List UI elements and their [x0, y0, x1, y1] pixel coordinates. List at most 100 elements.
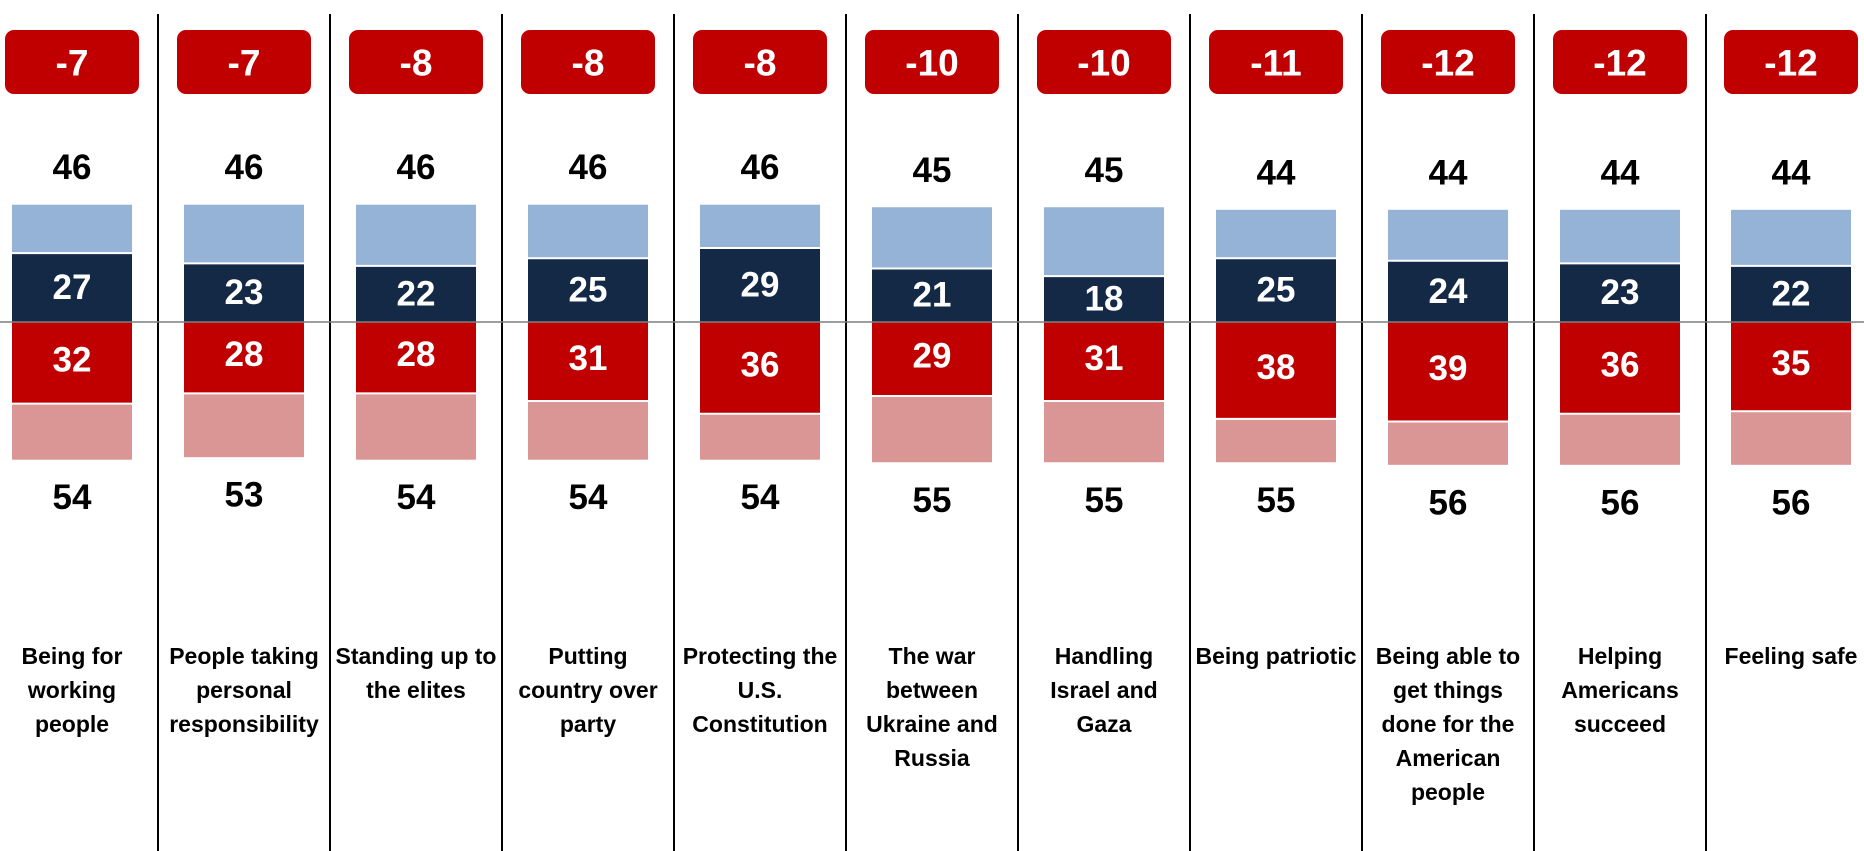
data-label-bottom-inner: 38 [1257, 348, 1296, 387]
bar-segment-bottom-outer [1216, 418, 1336, 463]
net-badge-label: -12 [1421, 43, 1474, 84]
bar-segment-bottom-outer [528, 401, 648, 460]
net-badge [349, 30, 483, 94]
category-label: party [560, 711, 616, 737]
category-label: succeed [1574, 711, 1666, 737]
bar-segment-top-inner [184, 263, 304, 322]
category-label: the elites [366, 677, 466, 703]
data-label-bottom-total: 54 [569, 478, 608, 517]
net-badge-label: -8 [572, 43, 605, 84]
data-label-bottom-inner: 35 [1772, 344, 1811, 383]
data-label-bottom-inner: 39 [1429, 349, 1468, 388]
category-label: people [35, 711, 109, 737]
data-label-top-total: 46 [225, 148, 264, 187]
bar-segment-top-inner [1731, 265, 1851, 322]
category-label: The war [889, 643, 976, 669]
bar-segment-bottom-inner [700, 322, 820, 414]
bar-segment-top-outer [1560, 209, 1680, 264]
net-badge-label: -10 [905, 43, 958, 84]
bar-segment-top-inner [528, 258, 648, 322]
data-label-top-total: 44 [1601, 153, 1640, 192]
bar-segment-top-outer [1044, 207, 1164, 277]
category-label: between [886, 677, 978, 703]
bar-segment-top-inner [1216, 258, 1336, 322]
category-label: Putting [548, 643, 627, 669]
bar-segment-bottom-outer [1560, 413, 1680, 465]
bar-segment-top-inner [700, 248, 820, 322]
data-label-top-inner: 22 [1772, 274, 1811, 313]
net-badge [1209, 30, 1343, 94]
net-badge-label: -8 [400, 43, 433, 84]
net-badge-label: -7 [228, 43, 261, 84]
bar-segment-top-inner [872, 268, 992, 322]
category-label: responsibility [169, 711, 319, 737]
bar-segment-top-outer [528, 204, 648, 259]
data-label-bottom-total: 54 [53, 478, 92, 517]
data-label-top-total: 46 [569, 148, 608, 187]
data-label-bottom-total: 56 [1772, 483, 1811, 522]
category-label: Handling [1055, 643, 1153, 669]
data-label-top-inner: 25 [569, 271, 608, 310]
data-label-bottom-total: 55 [913, 481, 952, 520]
category-label: American [1396, 745, 1501, 771]
category-label: Being able to [1376, 643, 1520, 669]
data-label-top-total: 46 [397, 148, 436, 187]
category-label: Standing up to [336, 643, 497, 669]
data-label-top-total: 46 [53, 148, 92, 187]
bar-segment-top-inner [1044, 276, 1164, 322]
data-label-top-inner: 23 [225, 273, 264, 312]
net-badge [521, 30, 655, 94]
data-label-bottom-total: 53 [225, 476, 264, 515]
net-badge [177, 30, 311, 94]
data-label-bottom-total: 56 [1429, 483, 1468, 522]
bar-segment-bottom-outer [356, 393, 476, 460]
category-label: personal [196, 677, 292, 703]
net-badge [1381, 30, 1515, 94]
category-label: get things [1393, 677, 1503, 703]
data-label-top-inner: 23 [1601, 273, 1640, 312]
data-label-top-inner: 29 [741, 266, 780, 305]
category-label: Gaza [1077, 711, 1132, 737]
data-label-top-total: 45 [1085, 151, 1124, 190]
bar-segment-bottom-inner [528, 322, 648, 402]
data-label-top-inner: 18 [1085, 280, 1124, 319]
data-label-top-total: 45 [913, 151, 952, 190]
net-badge [5, 30, 139, 94]
category-label: Feeling safe [1725, 643, 1858, 669]
bar-segment-bottom-inner [1216, 322, 1336, 419]
bar-segment-bottom-outer [1044, 401, 1164, 463]
bar-segment-top-outer [184, 204, 304, 264]
data-label-bottom-total: 55 [1257, 481, 1296, 520]
net-badge [865, 30, 999, 94]
category-label: Ukraine and [866, 711, 998, 737]
net-badge-label: -7 [56, 43, 89, 84]
bar-segment-top-outer [872, 207, 992, 269]
data-label-top-inner: 21 [913, 276, 952, 315]
net-badge [1724, 30, 1858, 94]
bar-segment-bottom-outer [12, 403, 132, 460]
bar-segment-bottom-inner [872, 322, 992, 396]
data-label-top-total: 44 [1429, 153, 1468, 192]
bar-segment-top-outer [12, 204, 132, 254]
category-label: Protecting the [683, 643, 838, 669]
bar-segment-top-outer [700, 204, 820, 249]
bar-segment-bottom-outer [1731, 411, 1851, 465]
data-label-top-inner: 25 [1257, 271, 1296, 310]
bar-segment-top-inner [356, 265, 476, 322]
bar-segment-bottom-inner [1388, 322, 1508, 422]
bar-segment-bottom-inner [184, 322, 304, 394]
category-label: people [1411, 779, 1485, 805]
data-label-bottom-total: 56 [1601, 483, 1640, 522]
data-label-bottom-inner: 28 [397, 335, 436, 374]
data-label-bottom-inner: 31 [1085, 339, 1124, 378]
net-badge-label: -8 [744, 43, 777, 84]
bar-segment-bottom-inner [12, 322, 132, 404]
bar-segment-top-inner [1560, 263, 1680, 322]
bar-segment-bottom-inner [1731, 322, 1851, 412]
data-label-bottom-total: 54 [397, 478, 436, 517]
bar-segment-top-inner [12, 253, 132, 322]
bar-segment-bottom-outer [700, 413, 820, 460]
data-label-top-total: 44 [1772, 153, 1811, 192]
category-label: Being patriotic [1195, 643, 1356, 669]
